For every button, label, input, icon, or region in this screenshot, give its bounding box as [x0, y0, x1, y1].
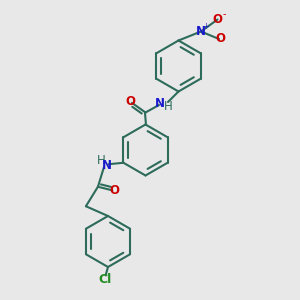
Text: -: -: [222, 9, 226, 19]
Text: O: O: [212, 13, 223, 26]
Text: H: H: [164, 100, 173, 113]
Text: Cl: Cl: [98, 273, 112, 286]
Text: N: N: [196, 25, 206, 38]
Text: O: O: [125, 95, 136, 108]
Text: N: N: [102, 159, 112, 172]
Text: O: O: [215, 32, 226, 46]
Text: O: O: [110, 184, 120, 197]
Text: N: N: [154, 97, 165, 110]
Text: H: H: [97, 154, 105, 167]
Text: +: +: [202, 22, 209, 31]
